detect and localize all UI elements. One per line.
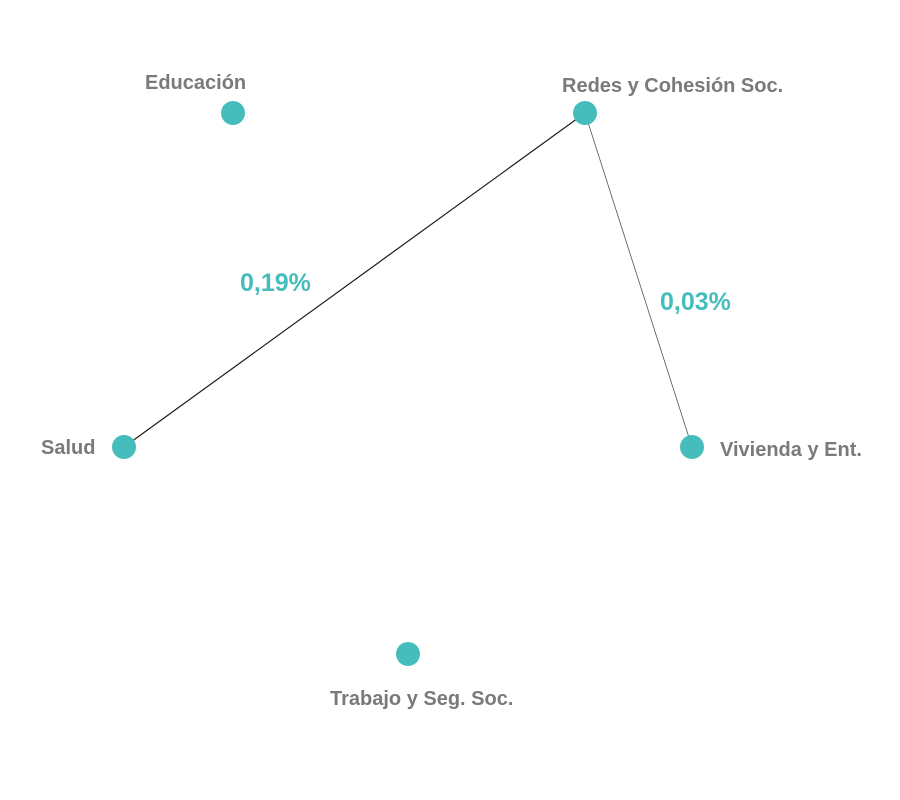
node-label-salud: Salud	[41, 437, 95, 459]
node-label-redes: Redes y Cohesión Soc.	[562, 75, 783, 97]
edge-label-redes-vivienda: 0,03%	[660, 288, 731, 316]
node-label-educacion: Educación	[145, 72, 246, 94]
edge-redes-vivienda	[584, 112, 693, 448]
node-educacion	[221, 101, 245, 125]
edge-label-salud-redes: 0,19%	[240, 269, 311, 297]
node-trabajo	[396, 642, 420, 666]
node-redes	[573, 101, 597, 125]
edge-salud-redes	[123, 112, 586, 448]
node-vivienda	[680, 435, 704, 459]
node-label-vivienda: Vivienda y Ent.	[720, 439, 862, 461]
node-label-trabajo: Trabajo y Seg. Soc.	[330, 688, 513, 710]
node-salud	[112, 435, 136, 459]
